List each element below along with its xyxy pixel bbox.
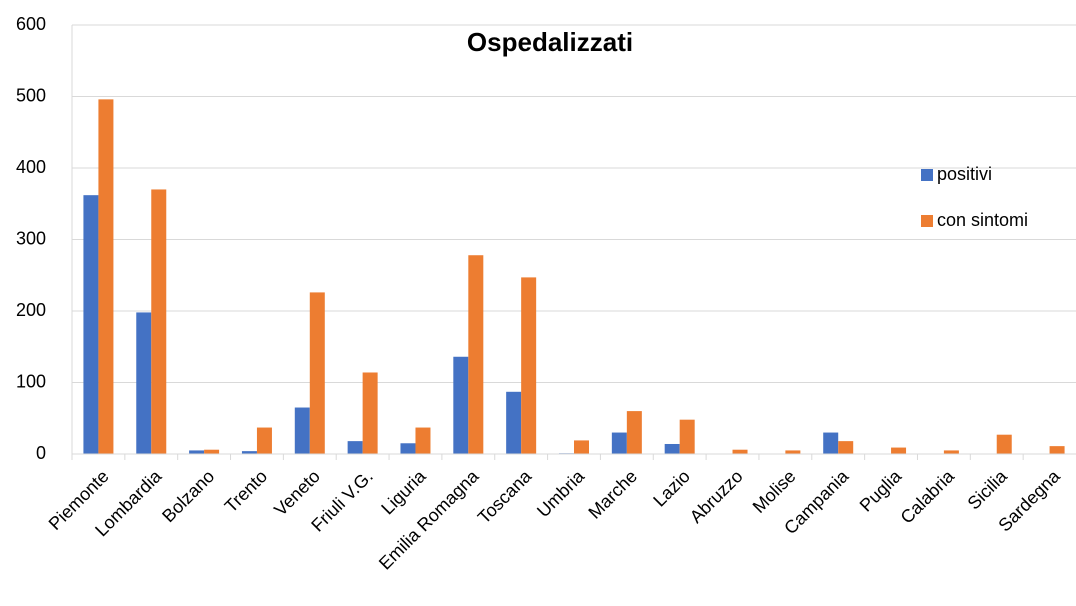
bar (241, 451, 257, 454)
legend-label: con sintomi (937, 210, 1028, 230)
x-tick-label: Abruzzo (686, 466, 747, 527)
bar (611, 432, 627, 454)
bar (256, 427, 272, 454)
x-tick-label: Trento (221, 466, 271, 516)
bar (521, 277, 537, 454)
bar (1049, 446, 1065, 454)
bar (626, 411, 642, 454)
x-tick-label: Emilia Romagna (375, 465, 483, 573)
bar (468, 255, 484, 454)
legend-swatch (921, 169, 933, 181)
bar (151, 189, 167, 454)
y-tick-label: 300 (16, 228, 46, 248)
y-tick-label: 400 (16, 157, 46, 177)
bar (83, 195, 99, 455)
bar (943, 450, 959, 454)
x-tick-label: Lazio (649, 466, 694, 511)
y-tick-label: 600 (16, 14, 46, 34)
y-tick-label: 100 (16, 371, 46, 391)
x-tick-label: Liguria (377, 465, 430, 518)
bar (415, 427, 431, 454)
bar (453, 356, 469, 454)
bar (679, 419, 695, 454)
bar (98, 99, 114, 455)
bar (732, 449, 748, 454)
x-tick-label: Toscana (474, 465, 536, 527)
x-tick-label: Bolzano (158, 466, 218, 526)
x-tick-label: Marche (584, 466, 641, 523)
bar (664, 443, 680, 454)
bar (838, 441, 854, 454)
chart-title: Ospedalizzati (467, 27, 633, 57)
bar (996, 434, 1012, 454)
x-tick-label: Puglia (856, 465, 906, 515)
bar (785, 450, 801, 454)
bar (294, 407, 310, 454)
x-tick-label: Molise (749, 466, 800, 517)
x-tick-label: Sicilia (964, 465, 1012, 513)
legend-swatch (921, 215, 933, 227)
bar (204, 449, 220, 454)
y-tick-label: 0 (36, 443, 46, 463)
y-tick-label: 500 (16, 85, 46, 105)
x-tick-label: Umbria (533, 465, 589, 521)
bar (400, 443, 416, 454)
bar (574, 440, 589, 454)
bar (362, 372, 378, 454)
bar (347, 441, 363, 454)
x-tick-label: Calabria (897, 465, 959, 527)
bar (309, 292, 325, 454)
legend-label: positivi (937, 164, 992, 184)
bar (891, 447, 907, 454)
y-tick-label: 200 (16, 300, 46, 320)
bar (506, 391, 522, 454)
bar (136, 312, 152, 454)
bar (189, 450, 205, 454)
bar (823, 432, 839, 454)
